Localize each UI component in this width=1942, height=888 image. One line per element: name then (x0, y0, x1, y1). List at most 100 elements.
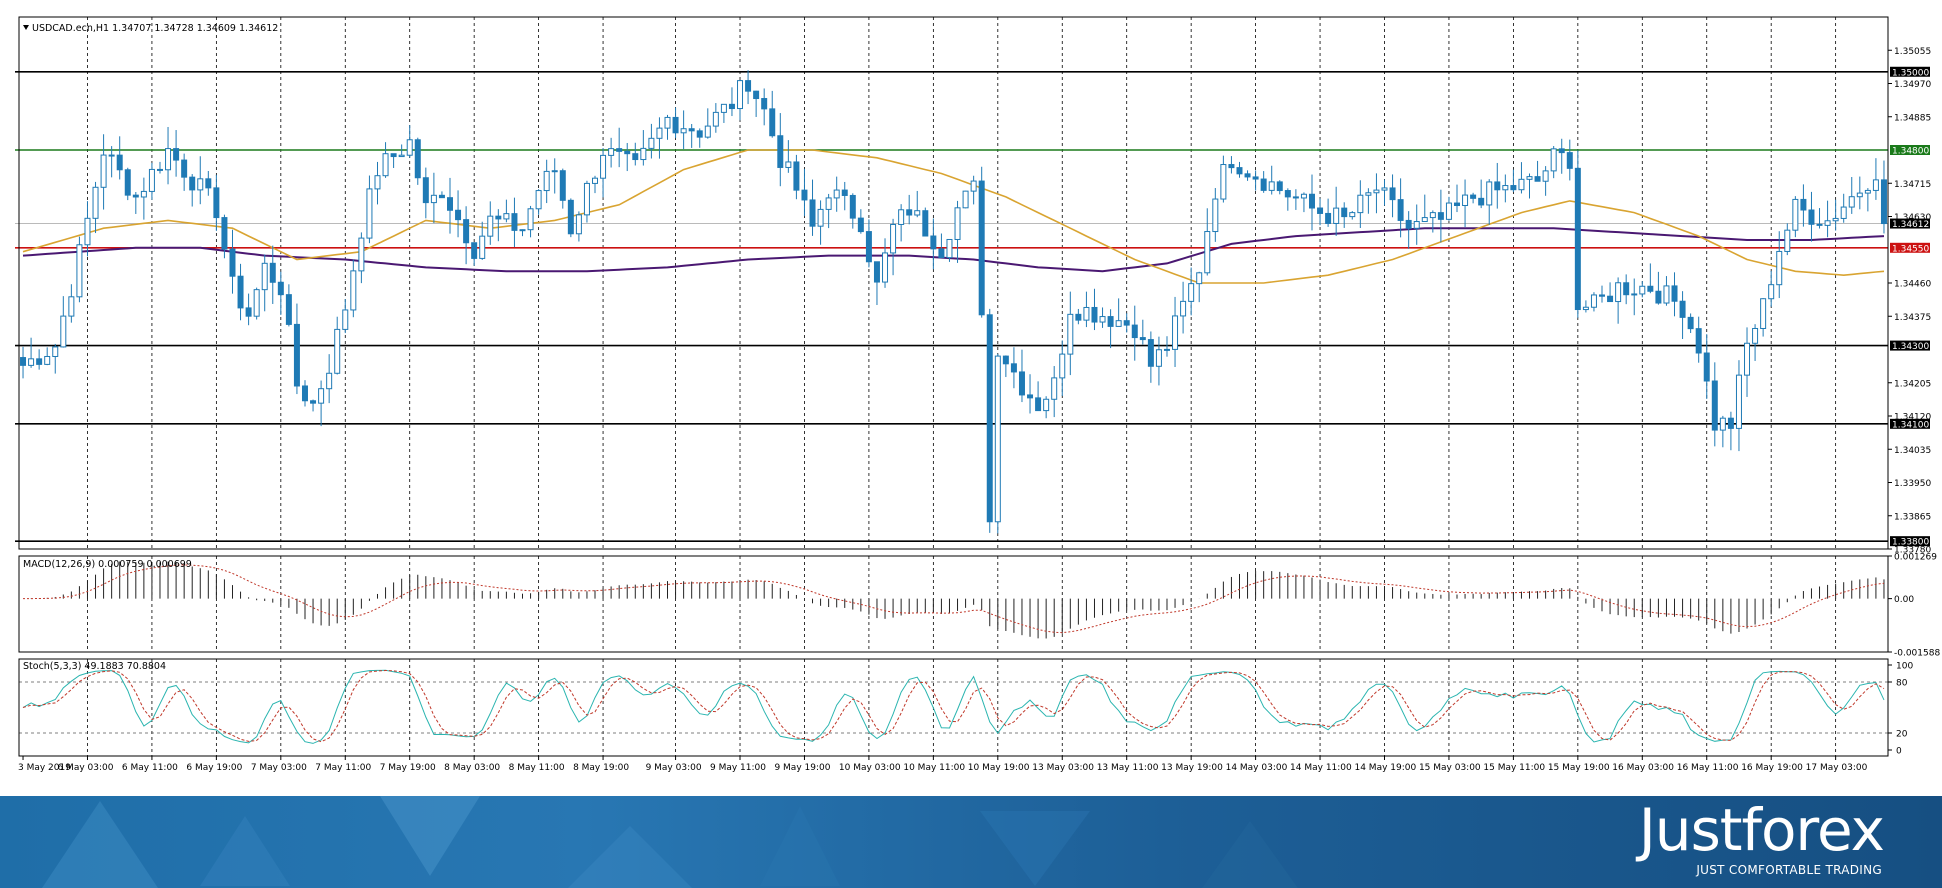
x-tick-label: 7 May 03:00 (251, 763, 307, 773)
candle-bear (922, 210, 929, 237)
candle-bear (559, 170, 566, 201)
candle-bull (197, 178, 204, 191)
candle-bull (1840, 206, 1847, 219)
price-level-label: 1.34300 (1892, 342, 1929, 352)
candle-bear (1687, 316, 1694, 330)
x-tick-label: 10 May 03:00 (839, 763, 901, 773)
candle-bull (720, 103, 727, 113)
x-tick-label: 8 May 11:00 (509, 763, 565, 773)
candle-bear (390, 153, 397, 158)
justforex-logo[interactable]: Justforex (1638, 796, 1885, 864)
candle-bull (1486, 181, 1493, 206)
candle-bull (326, 372, 333, 390)
y-tick-label: 1.35055 (1894, 47, 1931, 57)
candle-bull (398, 154, 405, 158)
candle-bear (624, 150, 631, 155)
candle-bull (1083, 306, 1090, 321)
fast-moving-average-line (22, 149, 1885, 284)
candle-bear (1002, 355, 1009, 365)
candle-bear (277, 281, 284, 296)
candle-bear (495, 215, 502, 220)
collapse-triangle-icon[interactable] (23, 25, 29, 30)
x-tick-label: 14 May 19:00 (1354, 763, 1416, 773)
candle-bear (245, 307, 252, 317)
candle-bear (745, 80, 752, 92)
candle-bear (567, 199, 574, 235)
candle-bear (1228, 164, 1235, 169)
macd-signal-line (23, 564, 1885, 634)
candle-bull (1196, 272, 1203, 285)
candle-bull (28, 358, 35, 366)
x-tick-label: 9 May 11:00 (710, 763, 766, 773)
candle-bull (1043, 398, 1050, 412)
candle-bull (527, 208, 534, 231)
candle-bear (696, 130, 703, 138)
candle-bear (1010, 363, 1017, 373)
candle-bear (310, 400, 317, 404)
candle-bull (334, 328, 341, 374)
candle-bear (1655, 290, 1662, 304)
candle-bear (1679, 300, 1686, 318)
candle-bull (68, 296, 75, 317)
chart-canvas[interactable]: 1.35000 1.34800 1.34612 1.34550 1.34300 1.341… (0, 0, 1942, 796)
candle-bear (1808, 209, 1815, 225)
candle-bull (664, 116, 671, 129)
candle-bear (124, 169, 131, 196)
candle-bull (44, 355, 51, 365)
candle-bear (422, 177, 429, 204)
candle-bear (1284, 190, 1291, 198)
candle-bear (1647, 285, 1654, 292)
y-tick-label: 1.34970 (1894, 80, 1931, 90)
candle-bull (165, 148, 172, 171)
candle-bear (1389, 187, 1396, 201)
candle-bear (237, 275, 244, 309)
price-level-tag (1890, 536, 1930, 547)
candle-bear (471, 242, 478, 259)
candle-bear (1816, 223, 1823, 226)
y-tick-label: 1.33950 (1894, 479, 1931, 489)
candle-bull (640, 147, 647, 161)
candle-bull (1744, 342, 1751, 376)
candle-bear (978, 180, 985, 316)
candle-bull (261, 262, 268, 291)
macd-y-tick-label: -0.001588 (1894, 649, 1940, 659)
candle-bear (728, 103, 735, 110)
macd-header: MACD(12,26,9) 0.000759 0.000699 (23, 559, 192, 570)
candle-bull (52, 346, 59, 357)
candle-bear (1091, 306, 1098, 323)
candle-bull (535, 190, 542, 210)
candle-bull (1760, 298, 1767, 329)
price-level-label: 1.34612 (1892, 220, 1929, 230)
candle-bull (583, 182, 590, 216)
candle-bear (285, 294, 292, 325)
candle-bear (1534, 176, 1541, 182)
candle-bull (1462, 194, 1469, 207)
candle-bear (1292, 196, 1299, 199)
candle-bull (1413, 221, 1420, 229)
price-level-label: 1.34800 (1892, 147, 1929, 157)
price-level-tag (1890, 340, 1930, 351)
candle-bear (414, 139, 421, 179)
candle-bear (1454, 202, 1460, 207)
candle-bull (898, 209, 905, 225)
candle-bull (1381, 187, 1388, 191)
candle-bull (712, 111, 719, 127)
price-level-tag (1890, 66, 1930, 77)
candle-bull (1163, 348, 1170, 351)
candle-bull (1357, 194, 1364, 214)
y-tick-label: 1.34630 (1894, 213, 1931, 223)
candle-bear (1727, 417, 1734, 429)
candle-bear (1470, 194, 1477, 199)
candle-bear (1695, 328, 1702, 354)
stoch-y-tick-label: 0 (1896, 747, 1902, 757)
candle-bull (318, 388, 325, 404)
brand-banner (0, 796, 1942, 888)
candle-bull (600, 154, 607, 179)
candle-bull (785, 161, 792, 168)
candle-bull (1518, 178, 1525, 191)
candle-bull (342, 309, 349, 330)
y-tick-label: 1.34120 (1894, 413, 1931, 423)
stoch-y-tick-label: 20 (1896, 730, 1908, 740)
candle-bull (1300, 193, 1307, 199)
